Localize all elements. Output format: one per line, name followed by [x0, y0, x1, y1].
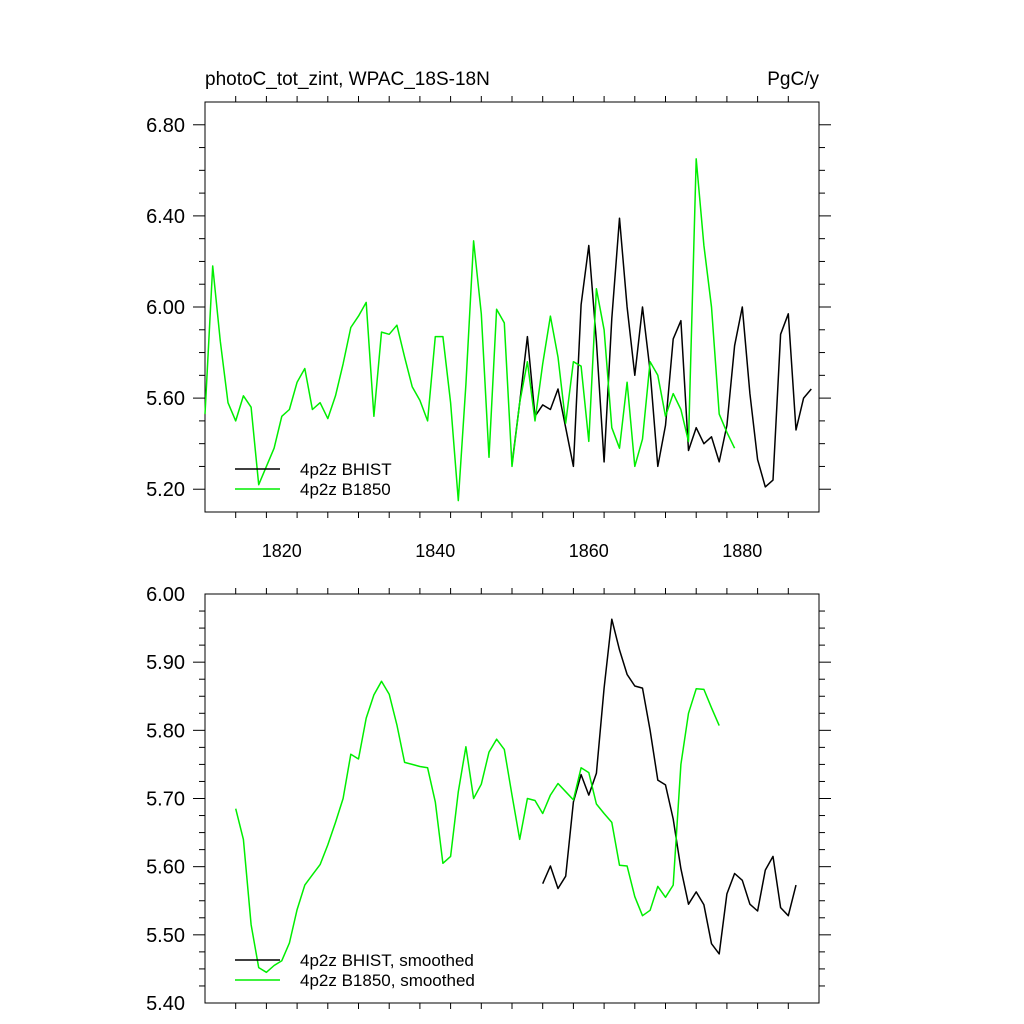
x-tick-label: 1840: [415, 541, 455, 561]
y-tick-label: 6.40: [146, 206, 185, 228]
series-line-bhist: [542, 618, 797, 955]
y-tick-label: 5.90: [146, 652, 185, 674]
units-label: PgC/y: [767, 69, 819, 90]
y-tick-label: 5.70: [146, 789, 185, 811]
plot-frame: [204, 101, 820, 513]
series-line-b1850: [234, 680, 720, 974]
y-tick-label: 6.80: [146, 115, 185, 137]
x-tick-label: 1860: [569, 541, 609, 561]
legend-label: 4p2z B1850, smoothed: [300, 971, 475, 990]
y-tick-label: 5.50: [146, 925, 185, 947]
top-panel: 1820 1840 1860 1880 5.20 5.60 6.00 6.40 6.80 phot…: [146, 69, 831, 561]
legend-label: 4p2z B1850: [300, 480, 391, 499]
y-tick-label: 5.40: [146, 993, 185, 1015]
y-tick-label: 6.00: [146, 584, 185, 606]
x-tick-label: 1880: [722, 541, 762, 561]
y-tick-label: 5.80: [146, 720, 185, 742]
y-tick-label: 5.20: [146, 479, 185, 501]
legend-label: 4p2z BHIST: [300, 460, 392, 479]
legend-label: 4p2z BHIST, smoothed: [300, 951, 474, 970]
y-tick-label: 5.60: [146, 388, 185, 410]
series-line-b1850: [204, 158, 736, 502]
x-tick-label: 1820: [262, 541, 302, 561]
chart-title: photoC_tot_zint, WPAC_18S-18N: [205, 69, 490, 90]
bottom-panel: 5.40 5.50 5.60 5.70 5.80 5.90 6.00 4p2z BHIST, …: [146, 584, 831, 1015]
y-tick-label: 6.00: [146, 297, 185, 319]
y-tick-label: 5.60: [146, 857, 185, 879]
series-line-bhist: [511, 217, 812, 488]
